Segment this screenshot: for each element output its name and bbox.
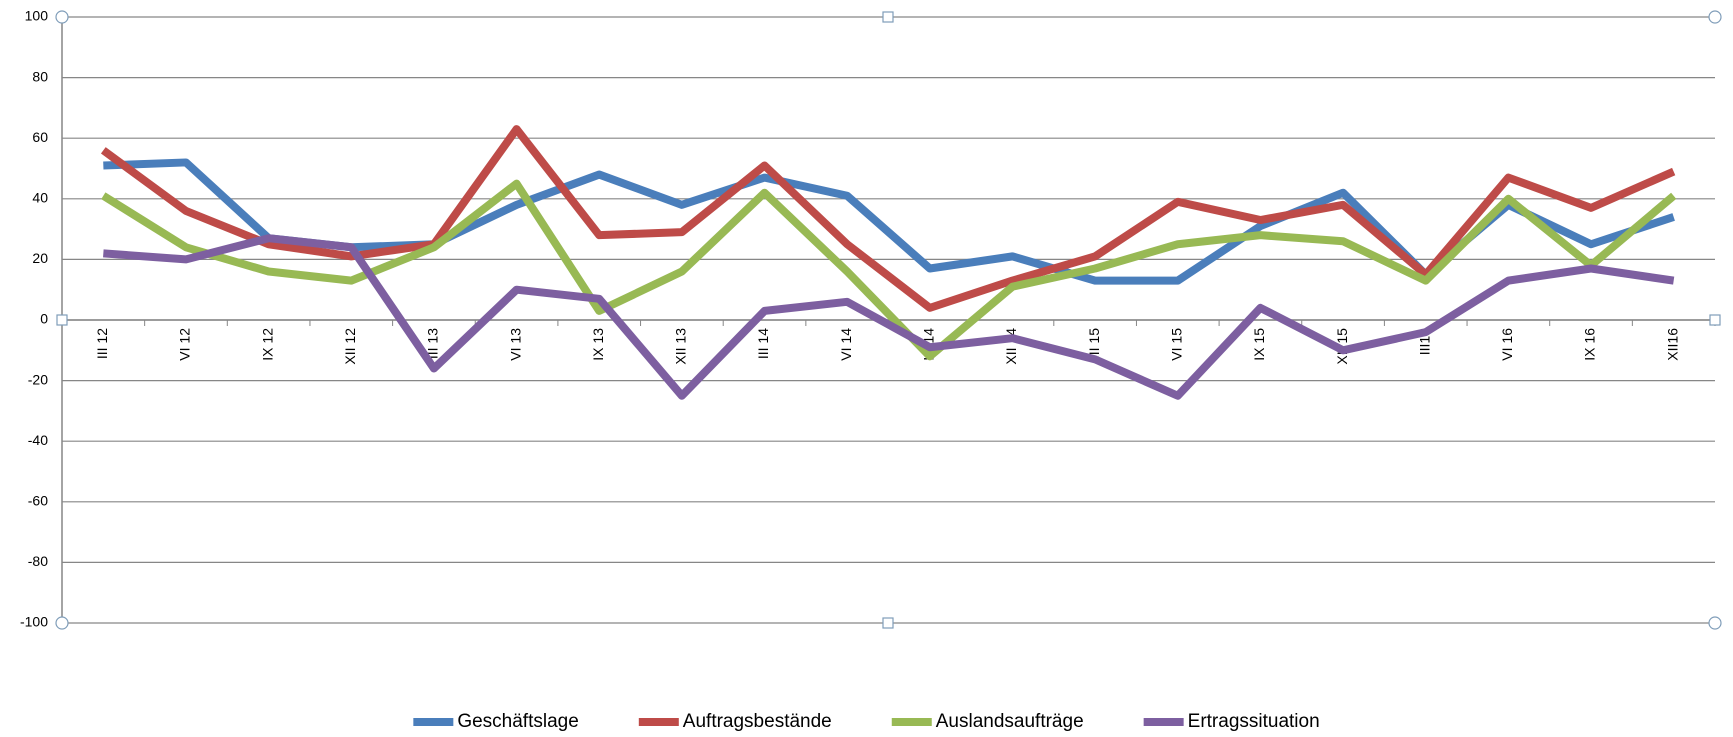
y-tick-label: 100	[25, 8, 49, 24]
series-line	[101, 179, 1677, 361]
y-tick-label: 60	[32, 129, 48, 145]
legend: Geschäftslage Auftragsbestände Auslandsauf…	[413, 711, 1320, 732]
y-tick-label: 0	[40, 311, 48, 327]
y-tick-label: -20	[28, 371, 48, 387]
x-tick-label: VI 15	[1168, 328, 1184, 361]
y-tick-label: -40	[28, 432, 48, 448]
y-tick-label: -100	[20, 614, 48, 630]
y-tick-label: -80	[28, 553, 48, 569]
y-tick-label: 40	[32, 190, 48, 206]
legend-label: Auftragsbestände	[683, 711, 832, 732]
x-tick-label: III 15	[1086, 328, 1102, 359]
y-tick-label: 80	[32, 68, 48, 84]
x-tick-label: IX 12	[259, 328, 275, 361]
series-line	[100, 125, 1676, 312]
y-tick-label: 20	[32, 250, 48, 266]
x-tick-label: XII 14	[1003, 328, 1019, 365]
x-tick-label: XII 12	[342, 328, 358, 365]
x-tick-label: III 12	[94, 328, 110, 359]
legend-label: Auslandsaufträge	[936, 711, 1084, 732]
x-tick-label: VI 16	[1499, 328, 1515, 361]
x-tick-label: III 13	[425, 328, 441, 359]
x-tick-label: XII16	[1664, 328, 1680, 361]
x-tick-label: VI 12	[177, 328, 193, 361]
x-tick-label: XII 13	[673, 328, 689, 365]
legend-label: Ertragssituation	[1188, 711, 1320, 732]
selection-handles	[55, 10, 1722, 630]
x-tick-label: IX 16	[1582, 328, 1598, 361]
x-tick-label: VI 13	[507, 328, 523, 361]
x-tick-label: IX 13	[590, 328, 606, 361]
x-tick-label: IX 15	[1251, 328, 1267, 361]
series-line	[103, 234, 1675, 400]
legend-label: Geschäftslage	[457, 711, 578, 732]
x-tick-label: III 14	[755, 328, 771, 359]
y-tick-label: -60	[28, 493, 48, 509]
x-tick-label: VI 14	[838, 328, 854, 361]
